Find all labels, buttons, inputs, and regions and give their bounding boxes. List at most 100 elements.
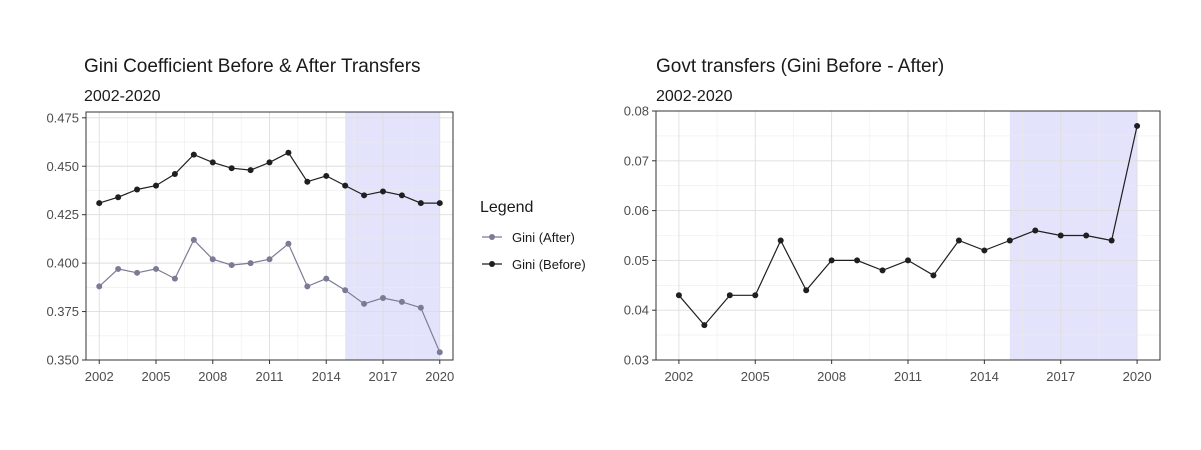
left-data-point xyxy=(134,186,141,193)
right-data-point xyxy=(1083,232,1090,239)
right-data-point xyxy=(955,237,962,244)
legend-label-before: Gini (Before) xyxy=(512,257,586,272)
left-panel-border xyxy=(85,111,454,361)
left-data-point xyxy=(266,256,273,263)
right-data-point xyxy=(879,267,886,274)
left-x-tick-label: 2020 xyxy=(425,369,454,384)
right-data-point xyxy=(752,292,759,299)
right-x-tick-label: 2020 xyxy=(1123,369,1152,384)
right-y-tick-label: 0.07 xyxy=(624,153,649,168)
left-x-tick-label: 2008 xyxy=(198,369,227,384)
left-data-point xyxy=(247,167,254,174)
right-data-point xyxy=(675,292,682,299)
left-chart: Gini Coefficient Before & After Transfer… xyxy=(46,56,585,384)
left-plot-area: 2002 2005 2008 2011 2014 2017 2020 0.350 0.375 0.… xyxy=(46,110,454,384)
left-data-point xyxy=(228,262,235,269)
left-data-point xyxy=(285,149,292,156)
left-data-point xyxy=(152,265,159,272)
right-data-point xyxy=(1108,237,1115,244)
right-data-point xyxy=(854,257,861,264)
right-data-point xyxy=(981,247,988,254)
left-chart-subtitle: 2002-2020 xyxy=(84,88,161,105)
left-data-point xyxy=(152,182,159,189)
right-y-tick-label: 0.03 xyxy=(624,353,649,368)
left-data-point xyxy=(323,172,330,179)
right-chart: Govt transfers (Gini Before - After) 200… xyxy=(624,56,1161,384)
right-x-tick-label: 2014 xyxy=(970,369,999,384)
left-x-tick-label: 2014 xyxy=(312,369,341,384)
left-data-point xyxy=(115,265,122,272)
left-data-point xyxy=(247,260,254,267)
left-data-point xyxy=(171,171,178,177)
left-data-point xyxy=(361,192,368,199)
right-x-tick-label: 2002 xyxy=(664,369,693,384)
right-data-point xyxy=(777,237,784,244)
right-x-tick-label: 2008 xyxy=(817,369,846,384)
left-chart-title: Gini Coefficient Before & After Transfer… xyxy=(84,56,421,77)
left-data-point xyxy=(171,275,178,282)
left-y-tick-label: 0.350 xyxy=(46,353,79,368)
left-y-tick-label: 0.400 xyxy=(46,256,79,271)
right-panel-border xyxy=(655,110,1161,361)
right-y-tick-label: 0.06 xyxy=(624,203,649,218)
right-data-point xyxy=(1006,237,1013,244)
legend: Legend Gini (After) Gini (Before) xyxy=(480,199,586,272)
left-data-point xyxy=(323,275,330,282)
left-data-point xyxy=(398,298,405,305)
right-data-point xyxy=(905,257,911,264)
right-data-point xyxy=(1032,227,1039,234)
left-y-tick-label: 0.475 xyxy=(46,110,79,125)
legend-key-point-after xyxy=(489,234,495,240)
left-data-point xyxy=(342,287,349,294)
left-data-point xyxy=(190,236,197,243)
left-data-point xyxy=(417,200,424,207)
left-x-tick-label: 2011 xyxy=(256,369,284,384)
legend-label-after: Gini (After) xyxy=(512,230,575,245)
right-data-point xyxy=(803,287,810,294)
left-y-tick-label: 0.450 xyxy=(46,159,79,174)
left-x-tick-label: 2005 xyxy=(142,369,171,384)
left-data-point xyxy=(285,240,292,247)
right-y-tick-label: 0.08 xyxy=(624,104,649,119)
left-data-point xyxy=(436,200,443,207)
left-data-point xyxy=(209,159,216,166)
left-data-point xyxy=(228,165,235,172)
left-data-point xyxy=(96,283,103,290)
left-data-point xyxy=(190,151,197,158)
left-data-point xyxy=(96,200,103,207)
left-data-point xyxy=(361,300,368,307)
right-data-point xyxy=(930,272,937,279)
right-y-tick-label: 0.05 xyxy=(624,253,649,268)
left-data-point xyxy=(417,304,424,311)
left-data-point xyxy=(436,349,443,356)
left-y-tick-label: 0.375 xyxy=(46,304,79,319)
legend-title: Legend xyxy=(480,199,533,216)
right-data-point xyxy=(1057,232,1064,239)
right-data-point xyxy=(726,292,733,299)
left-x-tick-label: 2017 xyxy=(369,369,398,384)
right-x-tick-label: 2005 xyxy=(741,369,770,384)
right-x-tick-label: 2011 xyxy=(894,369,922,384)
left-shaded-region xyxy=(345,112,440,360)
left-data-point xyxy=(115,194,122,201)
right-data-point xyxy=(828,257,835,264)
right-x-tick-label: 2017 xyxy=(1046,369,1075,384)
legend-key-point-before xyxy=(489,261,495,267)
left-data-point xyxy=(304,283,311,290)
left-data-point xyxy=(304,178,311,185)
left-x-tick-label: 2002 xyxy=(85,369,114,384)
left-y-tick-label: 0.425 xyxy=(46,207,79,222)
left-data-point xyxy=(209,256,216,263)
right-y-tick-label: 0.04 xyxy=(624,303,649,318)
left-data-point xyxy=(342,182,349,189)
left-data-point xyxy=(380,295,387,301)
right-chart-title: Govt transfers (Gini Before - After) xyxy=(656,56,944,77)
left-data-point xyxy=(380,188,387,195)
left-data-point xyxy=(266,159,273,166)
left-data-point xyxy=(134,269,141,276)
left-data-point xyxy=(398,192,405,199)
right-data-point xyxy=(701,322,708,329)
right-plot-area: 2002 2005 2008 2011 2014 2017 2020 0.03 0.04 0.05… xyxy=(624,104,1161,384)
right-chart-subtitle: 2002-2020 xyxy=(656,88,733,105)
